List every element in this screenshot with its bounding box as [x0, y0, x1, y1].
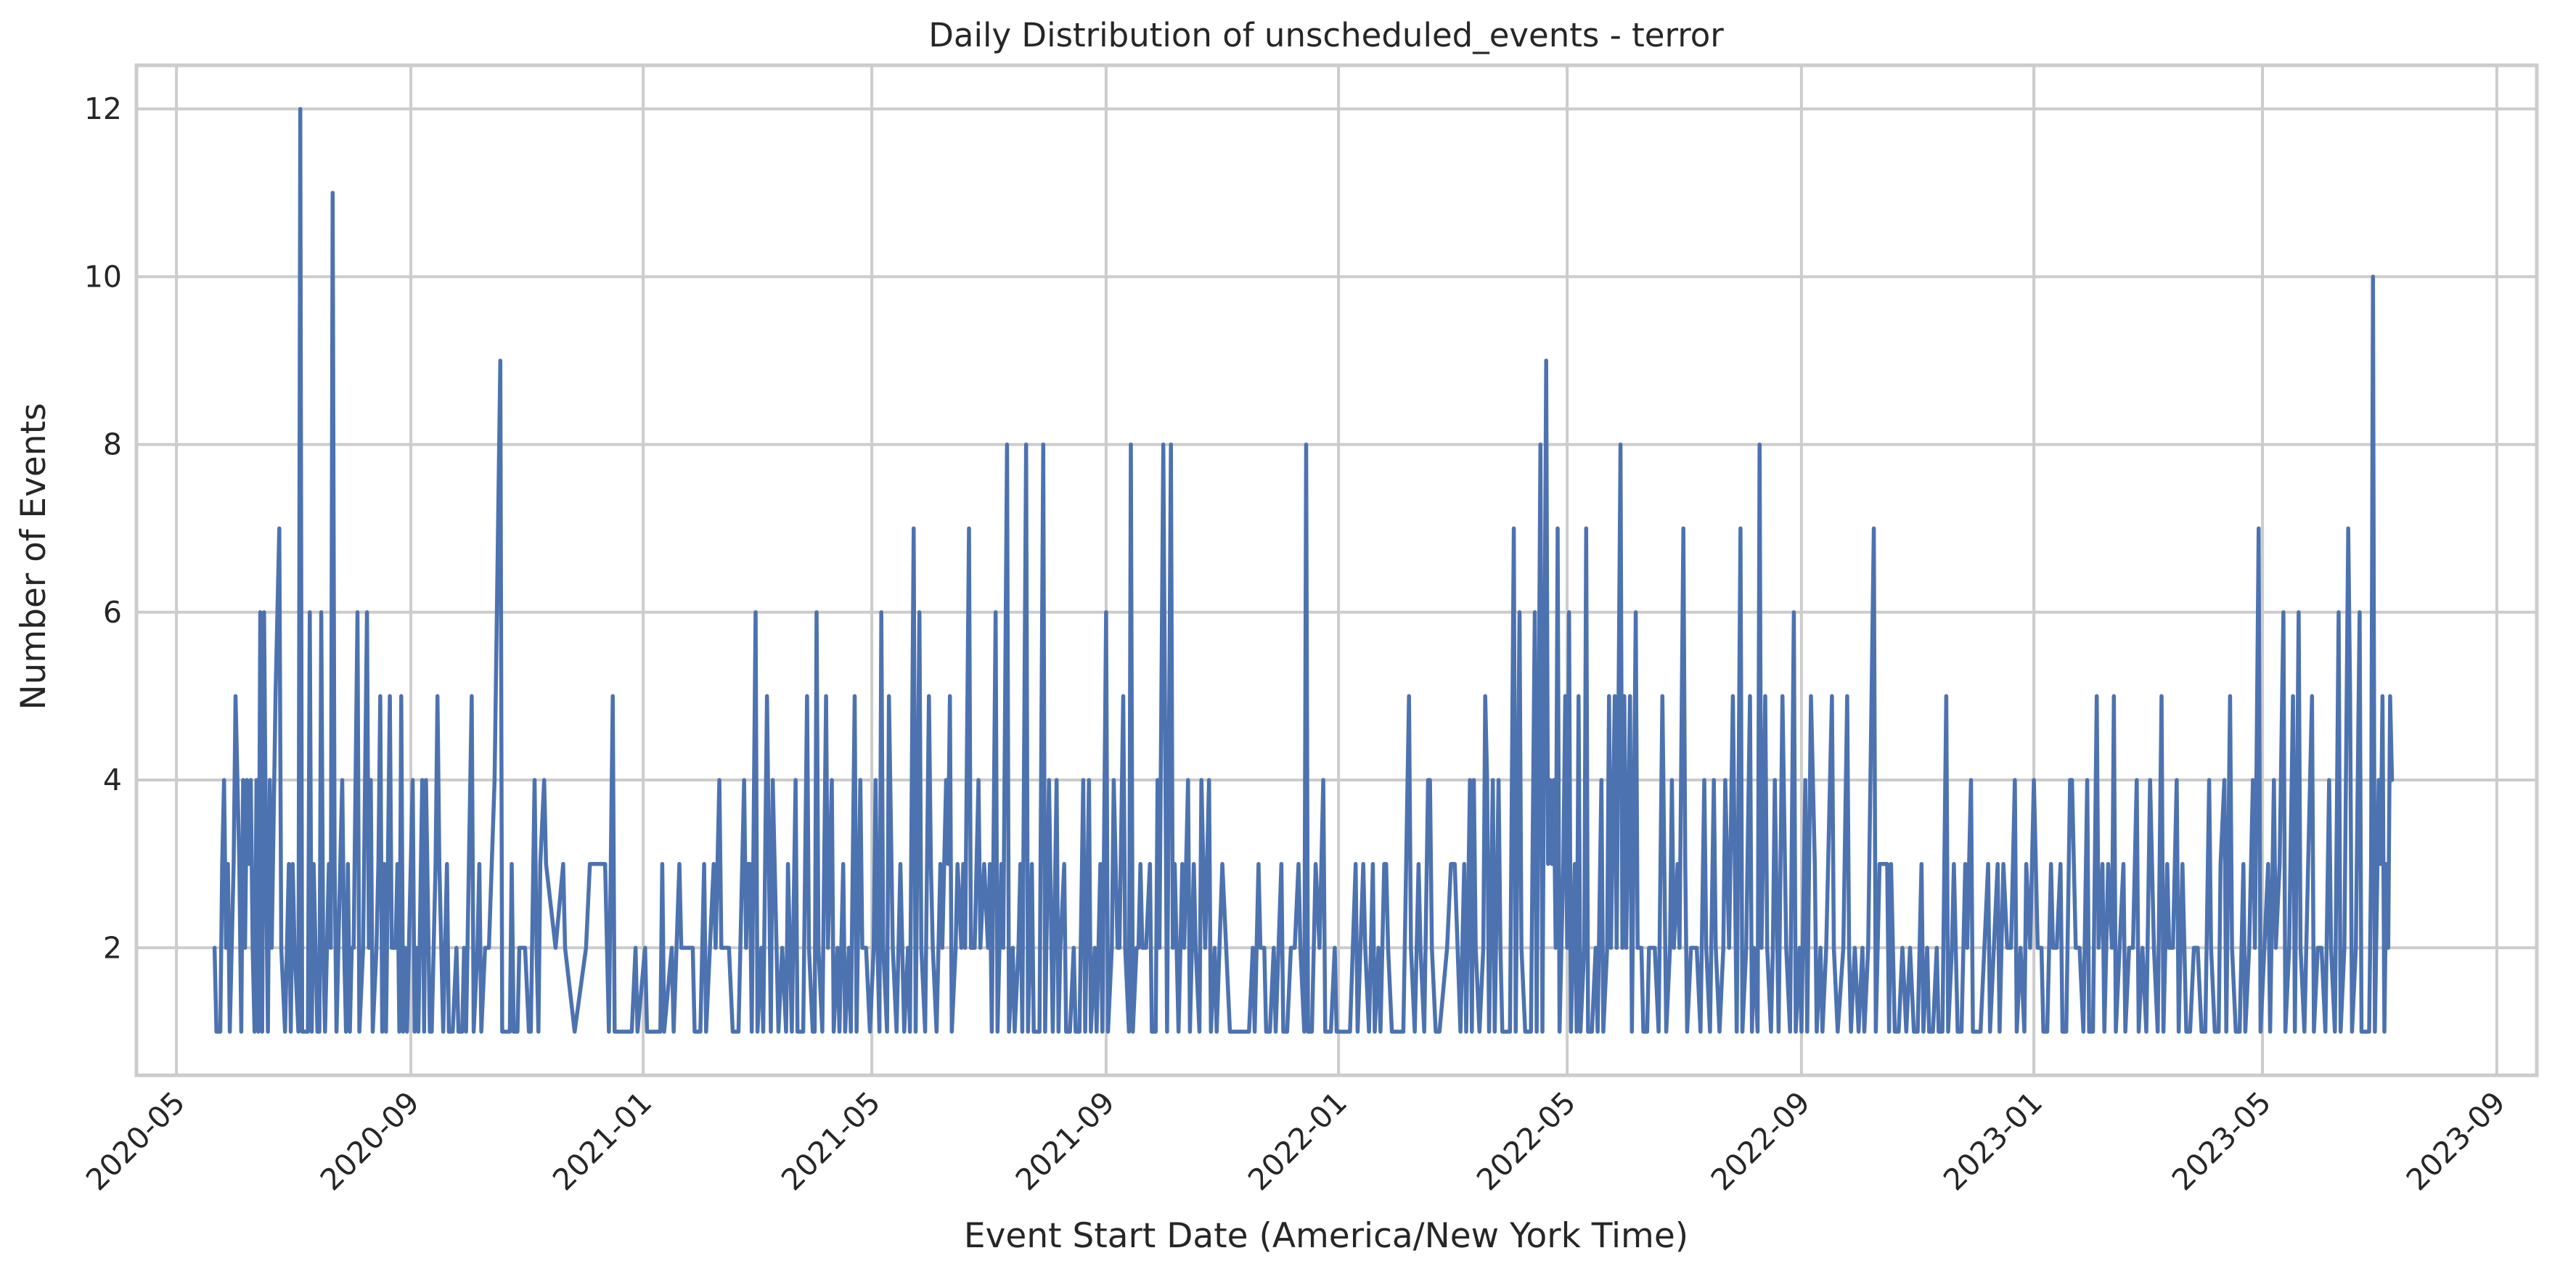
chart-title: Daily Distribution of unscheduled_events… [928, 16, 1724, 54]
series-line [212, 107, 2395, 1034]
x-tick-label: 2020-05 [79, 1085, 192, 1197]
x-tick-label: 2023-05 [2165, 1085, 2278, 1197]
y-tick-label: 12 [84, 91, 122, 126]
x-tick-labels: 2020-05 2020-09 2021-01 2021-05 2021-09 2022-… [79, 1085, 2512, 1197]
x-tick-label: 2022-05 [1470, 1085, 1582, 1197]
x-tick-label: 2022-09 [1704, 1085, 1817, 1197]
y-tick-label: 4 [103, 763, 122, 797]
x-tick-label: 2023-09 [2400, 1085, 2512, 1197]
y-tick-label: 2 [103, 930, 122, 965]
y-tick-label: 10 [84, 259, 122, 294]
y-tick-label: 8 [103, 427, 122, 462]
y-tick-label: 6 [103, 595, 122, 630]
plot-frame [134, 63, 2539, 1077]
y-tick-labels: 2 4 6 8 10 12 [84, 91, 122, 965]
x-tick-label: 2021-09 [1009, 1085, 1121, 1197]
x-tick-label: 2021-01 [546, 1085, 658, 1197]
y-axis-label: Number of Events [14, 403, 54, 710]
x-axis-label: Event Start Date (America/New York Time) [964, 1216, 1688, 1256]
x-tick-label: 2023-01 [1937, 1085, 2049, 1197]
x-tick-label: 2022-01 [1241, 1085, 1354, 1197]
x-tick-label: 2021-05 [774, 1085, 887, 1197]
x-tick-label: 2020-09 [314, 1085, 426, 1197]
